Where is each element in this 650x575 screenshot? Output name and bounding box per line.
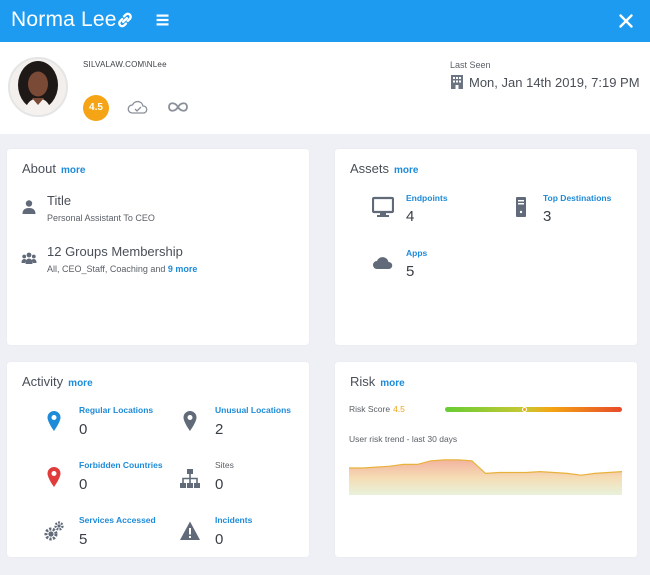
- title-heading: Title: [47, 193, 72, 208]
- warning-icon: [180, 521, 200, 540]
- about-more-link[interactable]: more: [60, 165, 86, 176]
- risk-title-text: Risk: [350, 374, 376, 389]
- close-icon[interactable]: [615, 10, 637, 32]
- header-bar: Norma Lee: [0, 0, 650, 42]
- forbidden-countries-label[interactable]: Forbidden Countries: [79, 460, 163, 470]
- about-title: About more: [22, 161, 85, 176]
- incidents-label[interactable]: Incidents: [215, 515, 253, 525]
- last-seen-label: Last Seen: [450, 60, 491, 70]
- about-title-text: About: [22, 161, 56, 176]
- risk-trend-area: [349, 459, 622, 495]
- building-icon: [451, 75, 463, 89]
- monitor-icon: [372, 196, 394, 217]
- regular-locations-value: 0: [79, 421, 88, 438]
- apps-value: 5: [406, 263, 415, 280]
- about-card: About more Title Personal Assistant To CE…: [7, 149, 309, 345]
- sites-value: 0: [215, 476, 224, 493]
- map-pin-blue-icon: [47, 411, 61, 431]
- assets-title-text: Assets: [350, 161, 390, 176]
- endpoints-value: 4: [406, 208, 415, 225]
- sitemap-icon: [180, 469, 200, 488]
- sites-label: Sites: [215, 460, 234, 470]
- risk-score-bar: [445, 407, 622, 412]
- groups-value: All, CEO_Staff, Coaching and 9 more: [47, 264, 197, 274]
- unusual-locations-value: 2: [215, 421, 224, 438]
- regular-locations-label[interactable]: Regular Locations: [79, 405, 154, 415]
- activity-card: Activity more Regular Locations 0 Unusual…: [7, 362, 309, 557]
- assets-title: Assets more: [350, 161, 418, 176]
- risk-score: Risk Score 4.5: [349, 404, 405, 414]
- services-accessed-value: 5: [79, 531, 88, 548]
- incidents-value: 0: [215, 531, 224, 548]
- groups-list: All, CEO_Staff, Coaching and: [47, 264, 166, 274]
- risk-card: Risk more Risk Score 4.5 User risk trend -…: [335, 362, 637, 557]
- assets-more-link[interactable]: more: [394, 165, 419, 176]
- top-destinations-label[interactable]: Top Destinations: [543, 193, 612, 203]
- risk-trend-line: [349, 459, 622, 476]
- services-accessed-label[interactable]: Services Accessed: [79, 515, 156, 525]
- risk-trend-chart: [349, 459, 622, 495]
- cloud-icon: [373, 257, 393, 269]
- last-seen-text: Mon, Jan 14th 2019, 7:19 PM: [469, 75, 640, 90]
- endpoints-label[interactable]: Endpoints: [406, 193, 448, 203]
- activity-more-link[interactable]: more: [68, 378, 93, 389]
- infinity-icon[interactable]: [166, 97, 190, 117]
- user-name: Norma Lee: [11, 8, 117, 31]
- server-icon: [516, 197, 526, 217]
- profile-section: SILVALAW.COM\NLee 4.5 Last Seen Mon, Jan…: [0, 42, 650, 134]
- last-seen-value: Mon, Jan 14th 2019, 7:19 PM: [450, 74, 640, 90]
- account-name: SILVALAW.COM\NLee: [83, 60, 167, 69]
- unusual-locations-label[interactable]: Unusual Locations: [215, 405, 292, 415]
- risk-score-label: Risk Score: [349, 404, 391, 414]
- title-value: Personal Assistant To CEO: [47, 213, 155, 223]
- activity-title-text: Activity: [22, 374, 64, 389]
- groups-heading: 12 Groups Membership: [47, 244, 183, 259]
- apps-label[interactable]: Apps: [406, 248, 428, 258]
- risk-title: Risk more: [350, 374, 405, 389]
- map-pin-gray-icon: [183, 411, 197, 431]
- risk-more-link[interactable]: more: [380, 378, 405, 389]
- cloud-check-icon[interactable]: [126, 97, 150, 117]
- assets-card: Assets more Endpoints 4 Top Destinations …: [335, 149, 637, 345]
- risk-score-value: 4.5: [393, 404, 405, 414]
- group-icon: [21, 252, 37, 264]
- forbidden-countries-value: 0: [79, 476, 88, 493]
- person-icon: [22, 200, 36, 214]
- risk-score-marker: [522, 407, 528, 412]
- activity-title: Activity more: [22, 374, 93, 389]
- groups-more-link[interactable]: 9 more: [167, 264, 198, 274]
- top-destinations-value: 3: [543, 208, 552, 225]
- avatar: [8, 57, 68, 117]
- map-pin-red-icon: [47, 467, 61, 487]
- avatar-image: [10, 59, 66, 115]
- risk-score-badge[interactable]: 4.5: [83, 95, 109, 121]
- menu-icon[interactable]: [152, 9, 174, 31]
- gears-icon: [44, 521, 64, 541]
- link-icon[interactable]: [114, 9, 136, 31]
- risk-trend-label: User risk trend - last 30 days: [349, 434, 458, 444]
